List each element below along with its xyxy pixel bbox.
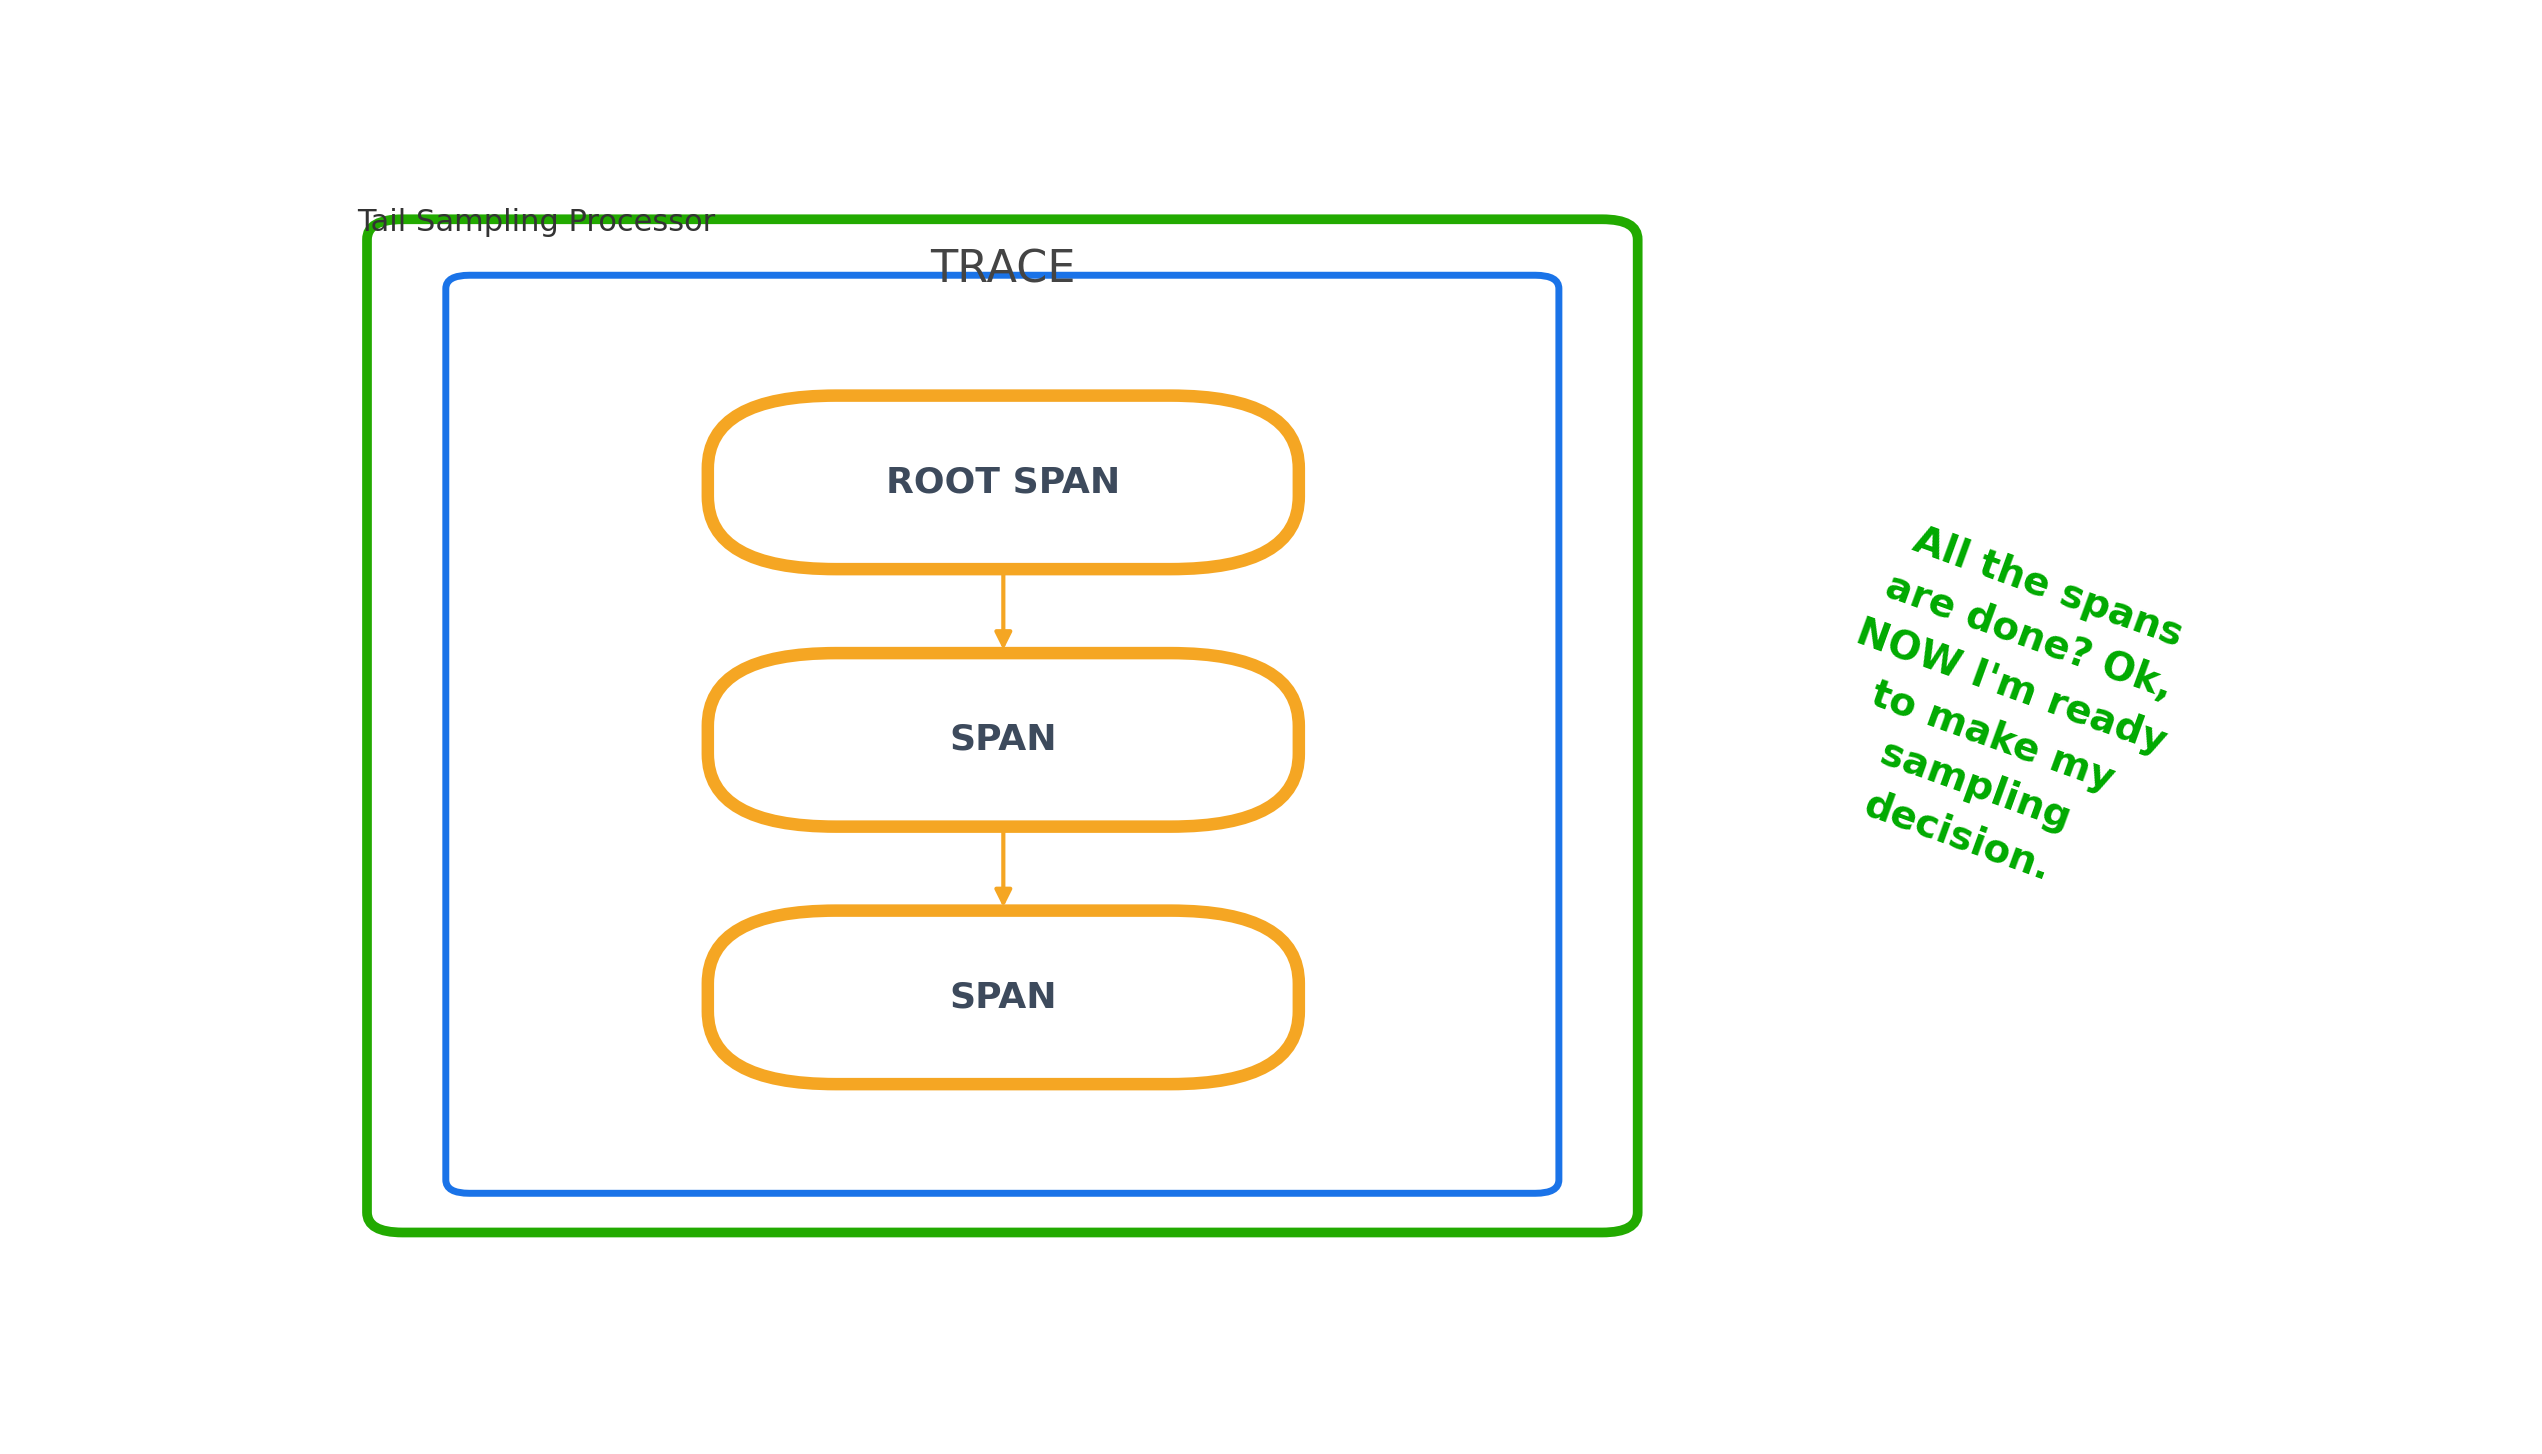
Text: All the spans
are done? Ok,
NOW I'm ready
to make my
sampling
decision.: All the spans are done? Ok, NOW I'm read… [1797,513,2209,910]
Text: SPAN: SPAN [951,980,1057,1015]
FancyBboxPatch shape [707,395,1299,569]
FancyBboxPatch shape [366,220,1637,1233]
Text: ROOT SPAN: ROOT SPAN [887,465,1121,499]
Text: TRACE: TRACE [930,249,1075,291]
FancyBboxPatch shape [707,910,1299,1085]
Text: SPAN: SPAN [951,723,1057,758]
Text: Tail Sampling Processor: Tail Sampling Processor [356,208,714,237]
FancyBboxPatch shape [707,653,1299,827]
FancyBboxPatch shape [445,275,1558,1194]
